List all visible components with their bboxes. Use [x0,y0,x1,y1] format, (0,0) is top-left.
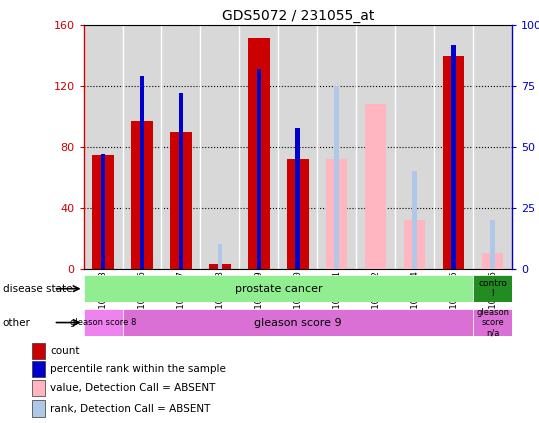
Text: disease state: disease state [3,284,72,294]
Bar [365,261,386,269]
Title: GDS5072 / 231055_at: GDS5072 / 231055_at [222,9,374,23]
Bar [365,104,386,269]
Bar [404,220,425,269]
Bar [443,56,464,269]
Bar [32,343,45,359]
Bar [101,154,105,269]
Text: other: other [3,318,31,327]
Bar [32,380,45,396]
Bar [92,154,114,269]
Bar [32,361,45,377]
Bar [334,86,339,269]
Text: percentile rank within the sample: percentile rank within the sample [50,364,226,374]
Bar [170,132,192,269]
Text: rank, Detection Call = ABSENT: rank, Detection Call = ABSENT [50,404,210,414]
Text: value, Detection Call = ABSENT: value, Detection Call = ABSENT [50,383,216,393]
Bar [248,38,270,269]
Text: contro
l: contro l [478,279,507,298]
Bar [218,244,222,269]
Bar [209,264,231,269]
Bar [295,128,300,269]
Text: prostate cancer: prostate cancer [234,284,322,294]
Text: gleason score 8: gleason score 8 [70,318,136,327]
Bar [32,401,45,417]
Bar [451,45,456,269]
Bar [326,159,348,269]
Bar [84,309,122,336]
Bar [178,93,183,269]
Bar [140,77,144,269]
Bar [412,171,417,269]
Bar [473,309,512,336]
Bar [257,69,261,269]
Bar [490,220,495,269]
Bar [482,253,503,269]
Bar [122,309,473,336]
Text: gleason
score
n/a: gleason score n/a [476,308,509,338]
Text: count: count [50,346,79,356]
Bar [473,275,512,302]
Text: gleason score 9: gleason score 9 [254,318,342,327]
Bar [132,121,153,269]
Bar [287,159,308,269]
